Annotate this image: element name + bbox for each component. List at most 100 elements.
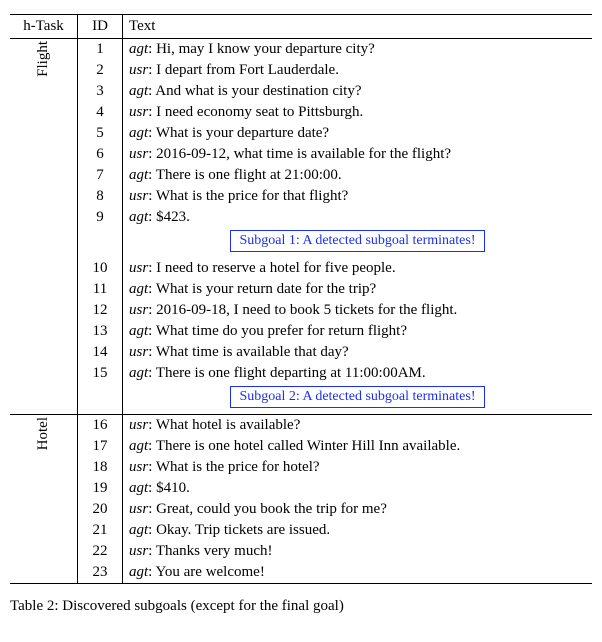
speaker-label: usr xyxy=(129,146,148,162)
table-row: 5 agt: What is your departure date? xyxy=(10,123,592,144)
row-id: 16 xyxy=(78,415,123,437)
subgoal-row: Subgoal 1: A detected subgoal terminates… xyxy=(10,228,592,258)
row-id: 13 xyxy=(78,321,123,342)
dialogue-table: h-Task ID Text Flight 1 agt: Hi, may I k… xyxy=(10,14,592,584)
row-id: 7 xyxy=(78,165,123,186)
row-text: agt: You are welcome! xyxy=(123,562,593,584)
utterance-text: What is your return date for the trip? xyxy=(156,281,376,297)
utterance-text: What time is available that day? xyxy=(156,344,349,360)
speaker-label: usr xyxy=(129,260,148,276)
row-id: 14 xyxy=(78,342,123,363)
utterance-text: You are welcome! xyxy=(156,564,265,580)
table-row: 23 agt: You are welcome! xyxy=(10,562,592,584)
table-row: 18 usr: What is the price for hotel? xyxy=(10,457,592,478)
table-row: 7 agt: There is one flight at 21:00:00. xyxy=(10,165,592,186)
row-text: agt: There is one flight departing at 11… xyxy=(123,363,593,384)
table-row: 22 usr: Thanks very much! xyxy=(10,541,592,562)
speaker-label: agt xyxy=(129,323,148,339)
utterance-text: There is one flight departing at 11:00:0… xyxy=(156,365,426,381)
speaker-label: agt xyxy=(129,167,148,183)
col-header-id: ID xyxy=(78,15,123,39)
row-id: 22 xyxy=(78,541,123,562)
row-id: 9 xyxy=(78,207,123,228)
speaker-label: agt xyxy=(129,438,148,454)
utterance-text: I need economy seat to Pittsburgh. xyxy=(156,104,363,120)
col-header-text: Text xyxy=(123,15,593,39)
row-text: usr: What is the price for that flight? xyxy=(123,186,593,207)
row-text: agt: $423. xyxy=(123,207,593,228)
table-row: 13 agt: What time do you prefer for retu… xyxy=(10,321,592,342)
row-id: 1 xyxy=(78,39,123,61)
table-row: 9 agt: $423. xyxy=(10,207,592,228)
row-text: usr: Thanks very much! xyxy=(123,541,593,562)
row-id: 11 xyxy=(78,279,123,300)
row-text: usr: Great, could you book the trip for … xyxy=(123,499,593,520)
row-text: agt: Okay. Trip tickets are issued. xyxy=(123,520,593,541)
table-row: 20 usr: Great, could you book the trip f… xyxy=(10,499,592,520)
htask-label-hotel: Hotel xyxy=(35,417,52,450)
row-text: agt: What time do you prefer for return … xyxy=(123,321,593,342)
row-text: usr: 2016-09-12, what time is available … xyxy=(123,144,593,165)
row-id: 15 xyxy=(78,363,123,384)
table-row: 3 agt: And what is your destination city… xyxy=(10,81,592,102)
row-text: agt: Hi, may I know your departure city? xyxy=(123,39,593,61)
row-id: 4 xyxy=(78,102,123,123)
row-text: usr: What time is available that day? xyxy=(123,342,593,363)
speaker-label: usr xyxy=(129,501,148,517)
table-row: 11 agt: What is your return date for the… xyxy=(10,279,592,300)
row-text: usr: I depart from Fort Lauderdale. xyxy=(123,60,593,81)
speaker-label: usr xyxy=(129,302,148,318)
speaker-label: usr xyxy=(129,188,148,204)
speaker-label: agt xyxy=(129,125,148,141)
row-id: 18 xyxy=(78,457,123,478)
utterance-text: What is your departure date? xyxy=(156,125,329,141)
row-id: 23 xyxy=(78,562,123,584)
row-text: agt: There is one flight at 21:00:00. xyxy=(123,165,593,186)
utterance-text: What hotel is available? xyxy=(156,417,301,433)
speaker-label: usr xyxy=(129,417,148,433)
row-text: usr: What is the price for hotel? xyxy=(123,457,593,478)
row-text: agt: $410. xyxy=(123,478,593,499)
speaker-label: agt xyxy=(129,480,148,496)
row-id: 17 xyxy=(78,436,123,457)
table-row: 12 usr: 2016-09-18, I need to book 5 tic… xyxy=(10,300,592,321)
table-row: 10 usr: I need to reserve a hotel for fi… xyxy=(10,258,592,279)
subgoal-box: Subgoal 2: A detected subgoal terminates… xyxy=(230,386,484,408)
row-id: 8 xyxy=(78,186,123,207)
htask-cell-hotel: Hotel xyxy=(10,415,78,584)
speaker-label: agt xyxy=(129,365,148,381)
row-text: agt: And what is your destination city? xyxy=(123,81,593,102)
speaker-label: agt xyxy=(129,281,148,297)
htask-cell-flight: Flight xyxy=(10,39,78,415)
utterance-text: Okay. Trip tickets are issued. xyxy=(156,522,330,538)
speaker-label: usr xyxy=(129,459,148,475)
utterance-text: $410. xyxy=(156,480,190,496)
utterance-text: What time do you prefer for return fligh… xyxy=(156,323,407,339)
row-id: 6 xyxy=(78,144,123,165)
table-row: 15 agt: There is one flight departing at… xyxy=(10,363,592,384)
table-row: 6 usr: 2016-09-12, what time is availabl… xyxy=(10,144,592,165)
row-id: 12 xyxy=(78,300,123,321)
utterance-text: I depart from Fort Lauderdale. xyxy=(156,62,339,78)
row-id: 21 xyxy=(78,520,123,541)
speaker-label: usr xyxy=(129,62,148,78)
row-text: usr: I need economy seat to Pittsburgh. xyxy=(123,102,593,123)
row-text: usr: 2016-09-18, I need to book 5 ticket… xyxy=(123,300,593,321)
speaker-label: usr xyxy=(129,344,148,360)
row-text: agt: There is one hotel called Winter Hi… xyxy=(123,436,593,457)
row-text: agt: What is your departure date? xyxy=(123,123,593,144)
table-row: Flight 1 agt: Hi, may I know your depart… xyxy=(10,39,592,61)
table-row: 14 usr: What time is available that day? xyxy=(10,342,592,363)
subgoal-box: Subgoal 1: A detected subgoal terminates… xyxy=(230,230,484,252)
table-row: 19 agt: $410. xyxy=(10,478,592,499)
row-id: 10 xyxy=(78,258,123,279)
utterance-text: There is one hotel called Winter Hill In… xyxy=(156,438,460,454)
row-text: usr: What hotel is available? xyxy=(123,415,593,437)
utterance-text: 2016-09-12, what time is available for t… xyxy=(156,146,451,162)
utterance-text: Thanks very much! xyxy=(156,543,273,559)
speaker-label: agt xyxy=(129,83,148,99)
utterance-text: 2016-09-18, I need to book 5 tickets for… xyxy=(156,302,457,318)
table-row: 17 agt: There is one hotel called Winter… xyxy=(10,436,592,457)
htask-label-flight: Flight xyxy=(35,41,52,77)
utterance-text: What is the price for that flight? xyxy=(156,188,348,204)
